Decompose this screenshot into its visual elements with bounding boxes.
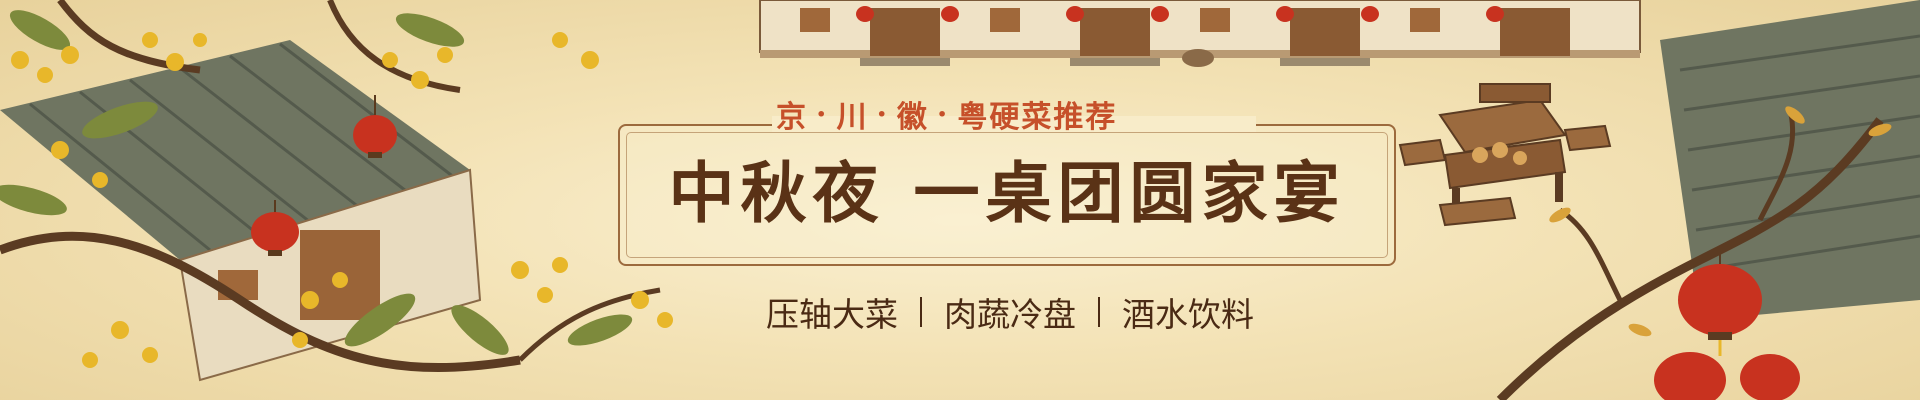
frame-gap <box>772 116 1256 132</box>
cuisine-sichuan: 川 <box>836 100 869 135</box>
left-lanterns <box>251 95 397 256</box>
courtyard-table <box>1398 83 1612 227</box>
left-house <box>0 40 482 382</box>
subtitle-label: 硬菜推荐 <box>989 100 1118 135</box>
category-divider <box>920 297 922 327</box>
left-osmanthus <box>0 0 673 372</box>
category-divider <box>1098 297 1100 327</box>
top-houses <box>759 0 1641 67</box>
category-main-dishes[interactable]: 压轴大菜 <box>766 295 898 334</box>
category-drinks[interactable]: 酒水饮料 <box>1122 295 1254 334</box>
subtitle: 京 · 川 · 徽 · 粤 硬菜推荐 <box>776 92 1117 136</box>
right-branch <box>1496 106 1892 400</box>
cuisine-beijing: 京 <box>776 100 808 135</box>
cuisine-anhui: 徽 <box>896 100 929 135</box>
subtitle-dot: · <box>876 96 889 132</box>
right-lanterns <box>1654 250 1800 400</box>
cuisine-cantonese: 粤 <box>957 100 990 135</box>
category-links: 压轴大菜 肉蔬冷盘 酒水饮料 <box>730 288 1290 336</box>
subtitle-dot: · <box>816 96 829 132</box>
page-title: 中秋夜 一桌团圆家宴 <box>668 155 1346 232</box>
category-cold-platter[interactable]: 肉蔬冷盘 <box>944 295 1076 334</box>
title-frame <box>618 124 1396 266</box>
subtitle-dot: · <box>936 96 950 132</box>
